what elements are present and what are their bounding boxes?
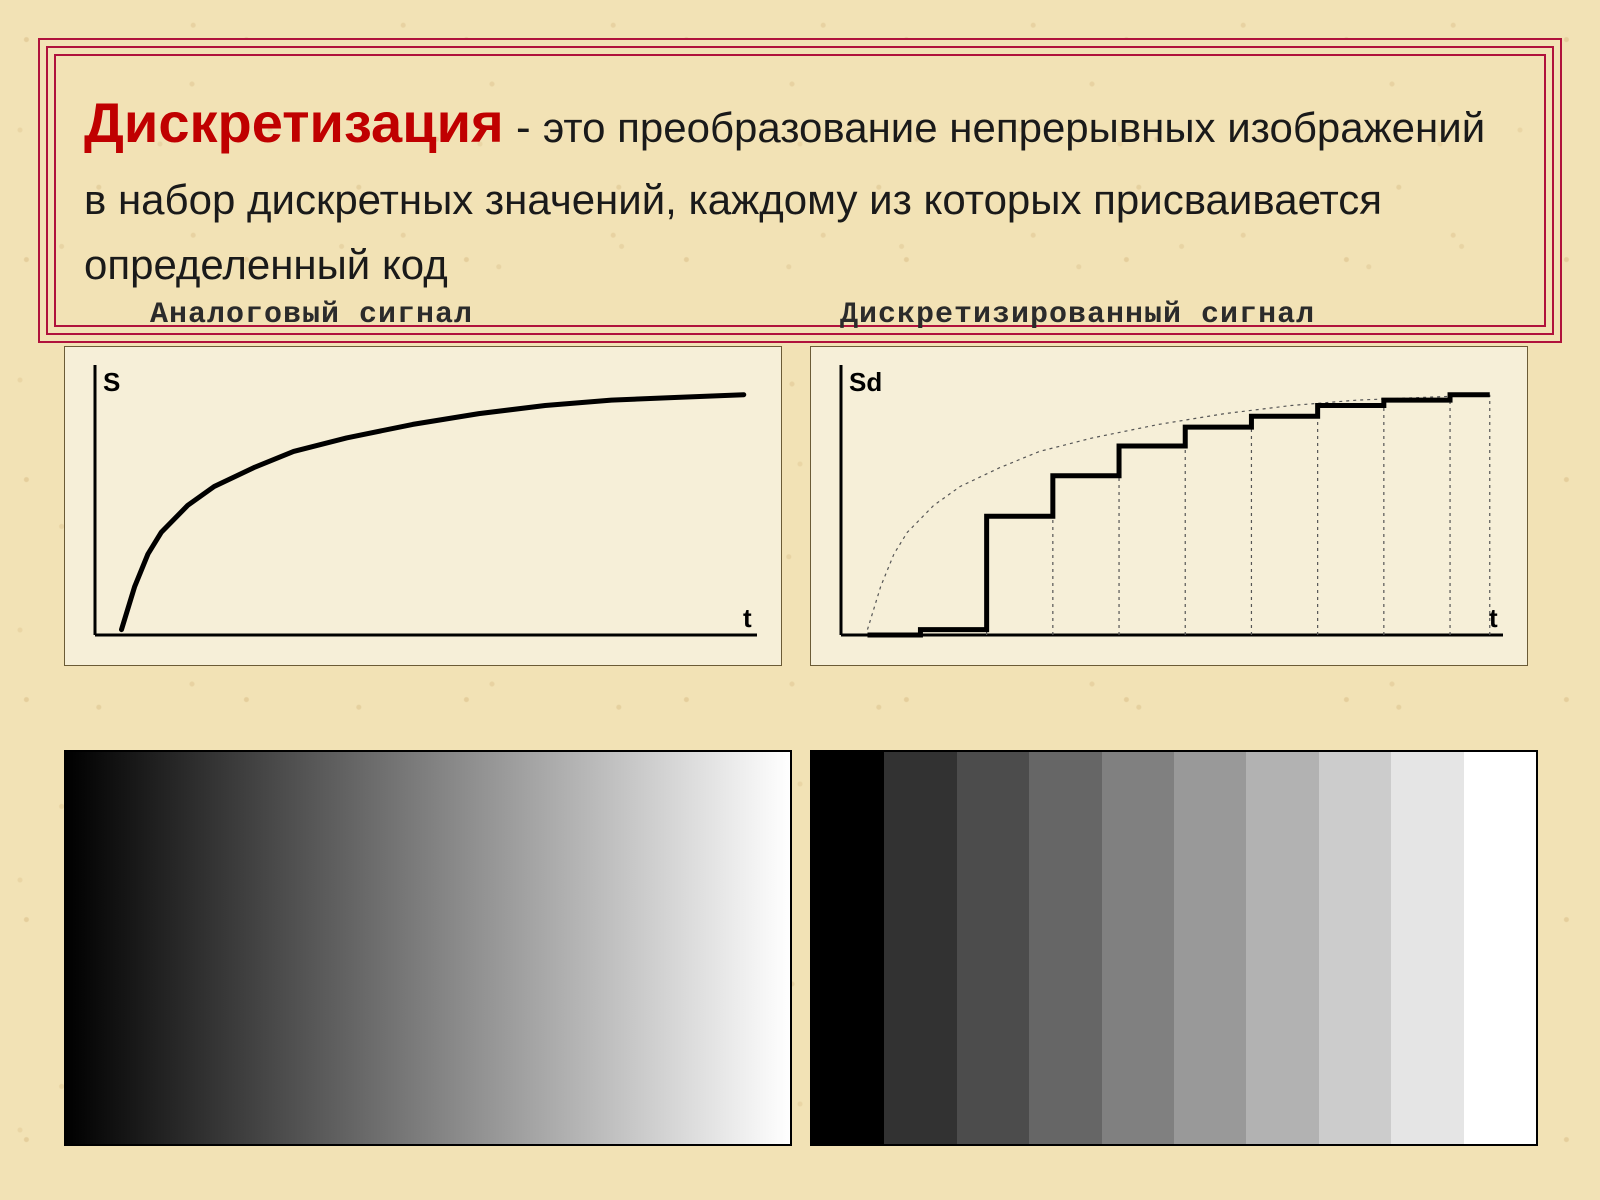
gradient-step <box>957 752 1029 1144</box>
gradient-step <box>1319 752 1391 1144</box>
svg-text:t: t <box>743 603 752 633</box>
analog-signal-chart: St <box>64 346 782 666</box>
gradient-step <box>1464 752 1536 1144</box>
definition-separator: - <box>504 103 543 152</box>
definition-term: Дискретизация <box>84 91 504 154</box>
slide: Дискретизация - это преобразование непре… <box>0 0 1600 1200</box>
analog-signal-svg: St <box>65 347 781 665</box>
continuous-gradient-fill <box>66 752 790 1144</box>
definition-box: Дискретизация - это преобразование непре… <box>56 56 1544 325</box>
gradient-step <box>884 752 956 1144</box>
gradient-step <box>1391 752 1463 1144</box>
svg-text:Sd: Sd <box>849 367 882 397</box>
gradient-step <box>1102 752 1174 1144</box>
discrete-gradient <box>810 750 1538 1146</box>
discrete-signal-svg: Sdt <box>811 347 1527 665</box>
svg-text:S: S <box>103 367 120 397</box>
caption-analog: Аналоговый сигнал <box>150 298 473 332</box>
continuous-gradient <box>64 750 792 1146</box>
gradient-step <box>1174 752 1246 1144</box>
discrete-gradient-steps <box>812 752 1536 1144</box>
gradient-step <box>1246 752 1318 1144</box>
caption-discrete: Дискретизированный сигнал <box>840 298 1315 332</box>
gradient-step <box>1029 752 1101 1144</box>
discrete-signal-chart: Sdt <box>810 346 1528 666</box>
gradient-step <box>812 752 884 1144</box>
